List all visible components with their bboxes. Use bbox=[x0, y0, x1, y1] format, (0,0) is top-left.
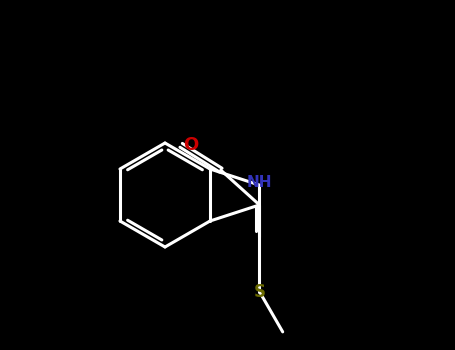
Text: S: S bbox=[253, 283, 265, 301]
Text: O: O bbox=[183, 136, 198, 154]
Text: NH: NH bbox=[247, 175, 272, 190]
